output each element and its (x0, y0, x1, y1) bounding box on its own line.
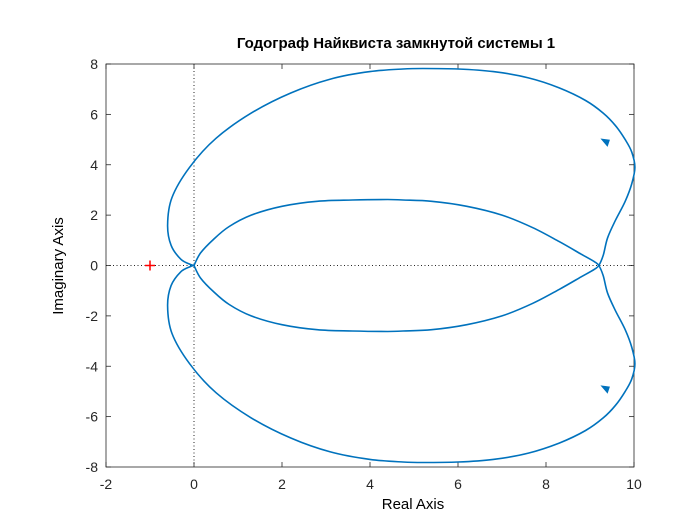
critical-point (145, 260, 155, 271)
chart-title: Годограф Найквиста замкнутой системы 1 (237, 35, 555, 52)
x-tick-label: 2 (278, 476, 286, 492)
y-tick-label: 2 (90, 207, 98, 223)
y-tick-label: -6 (86, 409, 99, 425)
y-tick-label: 8 (90, 56, 98, 72)
x-tick-label: 10 (626, 476, 642, 492)
nyquist-curve-positive-frequency (166, 198, 636, 464)
x-axis-label: Real Axis (382, 496, 445, 513)
axis-ticks: -2 0 2 4 6 8 10 -8 -6 -4 -2 0 2 4 6 8 (86, 56, 642, 492)
x-tick-label: -2 (100, 476, 113, 492)
x-tick-label: 4 (366, 476, 374, 492)
y-tick-label: -4 (86, 358, 99, 374)
nyquist-curve-negative-frequency (166, 67, 636, 333)
y-tick-label: 4 (90, 157, 98, 173)
x-tick-label: 8 (542, 476, 550, 492)
nyquist-curves (166, 67, 636, 464)
y-tick-label: -8 (86, 459, 99, 475)
x-tick-label: 6 (454, 476, 462, 492)
plot-area: -2 0 2 4 6 8 10 -8 -6 -4 -2 0 2 4 6 8 (86, 56, 642, 492)
y-tick-label: -2 (86, 308, 99, 324)
x-tick-label: 0 (190, 476, 198, 492)
direction-arrows (600, 138, 610, 394)
y-tick-label: 0 (90, 258, 98, 274)
y-axis-label: Imaginary Axis (50, 217, 67, 315)
direction-arrow (600, 138, 610, 147)
y-tick-label: 6 (90, 106, 98, 122)
direction-arrow (600, 385, 610, 394)
